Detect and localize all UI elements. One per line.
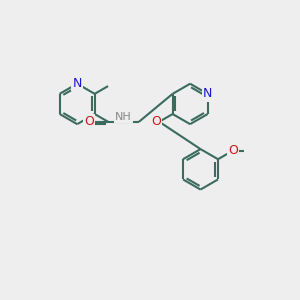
Text: N: N	[73, 77, 82, 90]
Text: O: O	[151, 115, 161, 128]
Text: N: N	[203, 87, 212, 100]
Text: NH: NH	[115, 112, 132, 122]
Text: O: O	[84, 115, 94, 128]
Text: O: O	[228, 143, 238, 157]
